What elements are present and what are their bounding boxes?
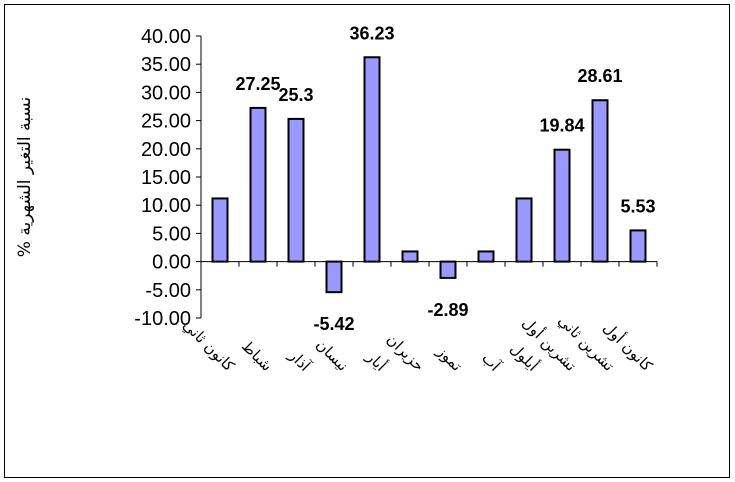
category-label: شباط <box>238 337 276 375</box>
category-label: آب <box>478 349 504 375</box>
bar-9 <box>515 197 533 263</box>
data-label: 27.25 <box>235 74 280 94</box>
y-tick-label: 0.00 <box>152 252 191 274</box>
y-tick-label: 15.00 <box>141 167 191 189</box>
bar-12 <box>629 229 647 263</box>
data-label: -5.42 <box>313 314 354 334</box>
y-tick-label: -10.00 <box>134 308 191 330</box>
data-label: 36.23 <box>349 23 394 43</box>
y-tick-label: -5.00 <box>145 280 191 302</box>
category-label: أيار <box>362 346 390 374</box>
data-label: -2.89 <box>427 300 468 320</box>
y-tick-label: 20.00 <box>141 139 191 161</box>
y-tick-label: 25.00 <box>141 111 191 133</box>
y-tick-label: 10.00 <box>141 195 191 217</box>
y-tick-label: 35.00 <box>141 54 191 76</box>
y-tick-label: 40.00 <box>141 26 191 48</box>
bar-3 <box>287 117 305 263</box>
category-label: نيسان <box>313 335 352 374</box>
bar-11 <box>591 99 609 263</box>
y-axis-title: نسبة التغير الشهرية % <box>15 97 35 257</box>
bar-6 <box>401 250 419 263</box>
bar-5 <box>363 56 381 263</box>
y-tick-label: 30.00 <box>141 82 191 104</box>
data-label: 28.61 <box>577 66 622 86</box>
category-label: آذار <box>285 346 315 376</box>
bar-10 <box>553 148 571 263</box>
bar-4 <box>325 260 343 294</box>
bar-8 <box>477 250 495 263</box>
data-label: 19.84 <box>539 116 584 136</box>
bar-7 <box>439 260 457 279</box>
category-label: كانون ثاني <box>179 316 239 376</box>
bar-1 <box>211 197 229 263</box>
y-tick-label: 5.00 <box>152 223 191 245</box>
data-label: 5.53 <box>620 196 655 216</box>
category-label: تموز <box>433 342 466 375</box>
data-label: 25.3 <box>278 85 313 105</box>
category-label: حزيران <box>383 330 428 375</box>
bar-2 <box>249 106 267 263</box>
